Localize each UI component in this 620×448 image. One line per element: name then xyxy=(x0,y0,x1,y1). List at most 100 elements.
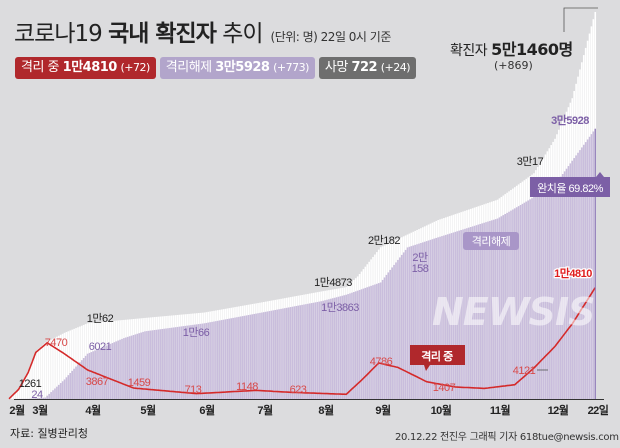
released-bar xyxy=(477,224,480,399)
released-bar xyxy=(155,329,158,399)
released-bar xyxy=(146,331,148,399)
released-bar xyxy=(103,346,106,399)
confirmed-annotation: 2만182 xyxy=(368,234,400,247)
released-bar xyxy=(569,163,572,399)
released-bar xyxy=(550,186,552,399)
x-tick-label: 11월 xyxy=(490,403,511,417)
released-bar xyxy=(385,274,388,399)
released-bar xyxy=(130,335,133,399)
confirmed-bar xyxy=(29,366,31,399)
released-bar xyxy=(362,288,365,399)
confirmed-annotation: 1261 xyxy=(19,378,42,390)
released-bar xyxy=(445,234,447,399)
isolated-line xyxy=(8,287,596,400)
released-annotation: 2만 xyxy=(412,251,428,264)
deaths-badge: 사망 722 (+24) xyxy=(318,57,417,79)
released-bar xyxy=(443,235,445,399)
released-bar xyxy=(466,228,468,399)
released-bar xyxy=(121,338,123,399)
released-bar xyxy=(75,366,77,399)
badge-value: 3만5928 xyxy=(215,60,270,75)
released-bar xyxy=(435,237,438,399)
released-bar xyxy=(538,193,541,399)
released-bar xyxy=(377,283,380,399)
released-bar xyxy=(94,350,96,399)
released-bar xyxy=(393,264,395,399)
isolated-tag: 격리 중 xyxy=(421,349,453,363)
released-bar xyxy=(337,296,340,399)
released-bar xyxy=(71,370,73,399)
released-bar xyxy=(519,204,522,399)
released-bar xyxy=(57,384,60,399)
x-tick-label: 7월 xyxy=(257,403,273,417)
released-bar xyxy=(264,311,267,399)
released-bar xyxy=(63,379,66,399)
released-bar xyxy=(414,244,416,399)
released-bar xyxy=(105,345,108,399)
released-bar xyxy=(341,295,344,399)
badge-change: (+24) xyxy=(380,61,411,74)
released-bar xyxy=(262,312,265,399)
released-bar xyxy=(535,195,537,399)
released-bar xyxy=(190,325,192,399)
released-bar xyxy=(276,309,279,399)
released-bar xyxy=(462,229,464,399)
released-bar xyxy=(92,351,95,399)
released-bar xyxy=(354,291,357,399)
released-bar xyxy=(498,217,501,399)
released-bar xyxy=(525,201,528,399)
released-bar xyxy=(372,285,374,399)
released-bar xyxy=(347,294,349,399)
released-bar xyxy=(395,262,397,399)
x-tick-label: 10월 xyxy=(431,403,452,417)
released-total-annotation: 3만5928 xyxy=(551,113,589,127)
title-tail: 추이 xyxy=(222,21,263,47)
released-bar xyxy=(167,328,169,399)
released-bar xyxy=(512,209,514,399)
released-bar xyxy=(199,323,202,399)
released-bar xyxy=(423,241,426,399)
released-bar xyxy=(253,313,256,399)
x-tick-label: 8월 xyxy=(318,403,334,417)
released-bar xyxy=(506,212,508,399)
released-bar xyxy=(188,325,190,399)
released-bar xyxy=(151,330,154,399)
released-bar xyxy=(303,304,305,399)
confirmed-bar xyxy=(67,331,70,399)
x-tick-label: 6월 xyxy=(199,403,215,417)
released-bar xyxy=(368,286,370,399)
released-bar xyxy=(584,142,587,399)
released-bar xyxy=(473,225,476,399)
released-bar xyxy=(100,347,102,399)
released-bar xyxy=(548,188,551,399)
released-bar xyxy=(102,347,104,399)
released-bar xyxy=(408,246,411,399)
released-bar xyxy=(487,221,489,399)
released-bar xyxy=(410,246,413,399)
released-bar xyxy=(416,244,418,399)
released-bar xyxy=(504,213,507,399)
x-tick-label: 9월 xyxy=(375,403,391,417)
released-bar xyxy=(36,398,39,399)
confirmed-bar xyxy=(50,339,52,399)
badge-label: 사망 xyxy=(324,60,348,75)
title-bold: 국내 확진자 xyxy=(108,21,217,47)
released-bar xyxy=(496,218,499,399)
confirmed-bar xyxy=(65,332,68,399)
released-bar xyxy=(389,269,392,399)
released-bar xyxy=(59,383,62,399)
released-bar xyxy=(464,228,466,399)
released-bar xyxy=(77,364,79,399)
released-bar xyxy=(326,299,328,399)
released-bar xyxy=(318,301,321,399)
released-bar xyxy=(330,298,332,399)
released-bar xyxy=(34,398,37,399)
released-bar xyxy=(184,325,187,399)
released-bar xyxy=(220,320,223,399)
released-bar xyxy=(224,319,227,399)
released-bar xyxy=(590,134,593,399)
released-bar xyxy=(441,236,443,399)
released-bar xyxy=(280,308,282,399)
released-bar xyxy=(575,155,577,399)
released-bar xyxy=(577,152,579,399)
